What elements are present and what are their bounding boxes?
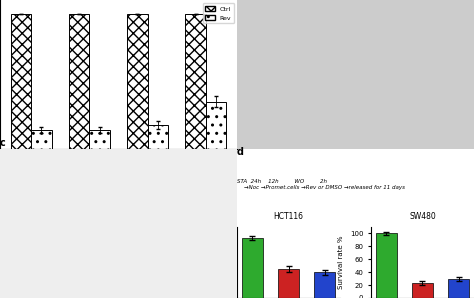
Y-axis label: Survival rate %: Survival rate % bbox=[338, 236, 344, 289]
Y-axis label: Survival rate %: Survival rate % bbox=[204, 236, 210, 289]
Bar bbox=[206, 102, 226, 149]
Text: d: d bbox=[237, 147, 244, 157]
Bar bbox=[147, 125, 168, 149]
Bar bbox=[375, 234, 397, 298]
Text: STA  24h    12h         WO         2h
    →Noc →Promet.cells →Rev or DMSO →relea: STA 24h 12h WO 2h →Noc →Promet.cells →Re… bbox=[237, 179, 405, 190]
Legend: Ctrl, Rev: Ctrl, Rev bbox=[203, 3, 234, 23]
Bar bbox=[185, 13, 206, 149]
Title: HCT116: HCT116 bbox=[273, 212, 303, 221]
Bar bbox=[127, 13, 147, 149]
Bar bbox=[90, 130, 110, 149]
Bar bbox=[242, 238, 263, 298]
Bar bbox=[69, 13, 90, 149]
Bar bbox=[31, 130, 52, 149]
Bar bbox=[11, 13, 31, 149]
Title: SW480: SW480 bbox=[409, 212, 436, 221]
Bar bbox=[448, 279, 469, 298]
Bar bbox=[412, 283, 433, 298]
Bar bbox=[278, 269, 299, 298]
Bar bbox=[314, 272, 336, 298]
Text: c: c bbox=[0, 138, 6, 148]
